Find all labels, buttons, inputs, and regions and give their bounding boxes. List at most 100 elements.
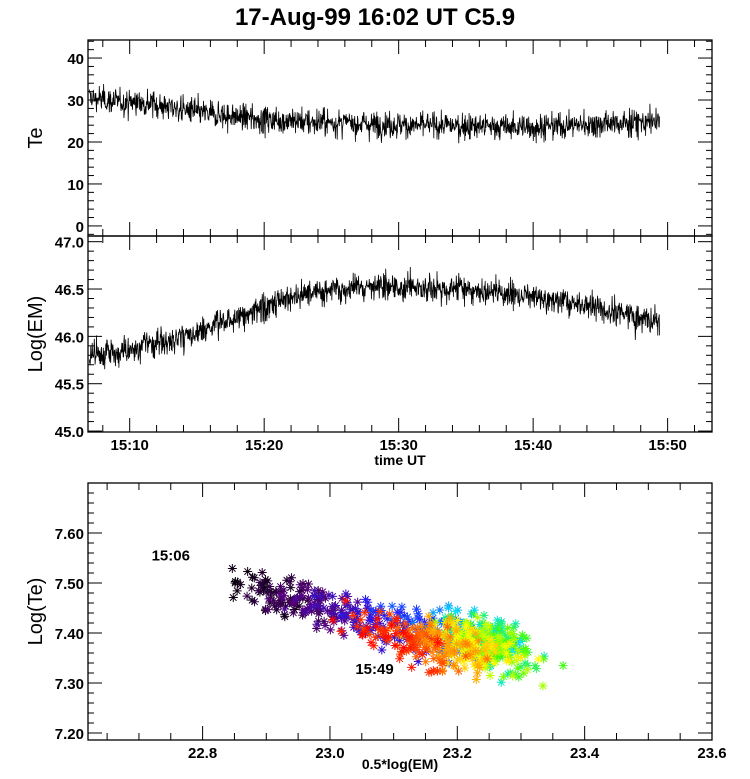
scatter-point [476, 629, 486, 639]
scatter-point [328, 591, 338, 601]
scatter-point [332, 613, 342, 623]
em-series-line [88, 266, 660, 370]
scatter-point [413, 623, 423, 633]
scatter-point [441, 626, 451, 636]
scatter-point [510, 635, 520, 645]
scatter-point [507, 638, 517, 648]
scatter-point [451, 606, 461, 616]
scatter-point [501, 649, 511, 659]
y-tick-label: 7.20 [55, 726, 84, 743]
scatter-point [304, 579, 314, 589]
scatter-point [382, 635, 392, 645]
scatter-point [511, 619, 521, 629]
scatter-point [413, 613, 423, 623]
te-series-line [88, 83, 660, 144]
scatter-point [314, 609, 324, 619]
scatter-point [348, 610, 358, 620]
scatter-point [429, 654, 439, 664]
scatter-point [456, 627, 466, 637]
scatter-point [516, 653, 526, 663]
y-tick-label: 0 [76, 219, 84, 236]
scatter-point [360, 608, 370, 618]
scatter-point [433, 643, 443, 653]
scatter-point [353, 597, 363, 607]
scatter-point [444, 625, 454, 635]
y-tick-label: 46.0 [55, 329, 84, 346]
scatter-point [416, 638, 426, 648]
scatter-point [261, 587, 271, 597]
scatter-point [496, 618, 506, 628]
scatter-point [371, 632, 381, 642]
x-tick-label: 15:50 [648, 437, 686, 454]
scatter-point [475, 619, 485, 629]
scatter-point [452, 623, 462, 633]
scatter-point [538, 681, 548, 691]
scatter-point [466, 619, 476, 629]
scatter-point [461, 644, 471, 654]
scatter-point [513, 645, 523, 655]
x-axis-label: time UT [374, 452, 426, 468]
scatter-point [485, 671, 495, 681]
scatter-point [451, 634, 461, 644]
scatter-point [442, 647, 452, 657]
scatter-point [423, 641, 433, 651]
scatter-point [356, 615, 366, 625]
scatter-point [309, 598, 319, 608]
scatter-point [376, 625, 386, 635]
scatter-point [391, 615, 401, 625]
scatter-point [308, 602, 318, 612]
scatter-point [505, 639, 515, 649]
scatter-point [386, 623, 396, 633]
scatter-point [484, 662, 494, 672]
scatter-point [473, 641, 483, 651]
scatter-point [423, 625, 433, 635]
scatter-point [263, 605, 273, 615]
scatter-point [313, 616, 323, 626]
scatter-point [481, 661, 491, 671]
scatter-point [279, 585, 289, 595]
scatter-point [519, 668, 529, 678]
scatter-point [320, 593, 330, 603]
scatter-point [428, 666, 438, 676]
scatter-point [279, 591, 289, 601]
scatter-point [468, 609, 478, 619]
scatter-point [425, 618, 435, 628]
scatter-point [242, 591, 252, 601]
scatter-point [387, 620, 397, 630]
scatter-point [508, 629, 518, 639]
scatter-point [503, 623, 513, 633]
scatter-point [424, 667, 434, 677]
scatter-point [472, 668, 482, 678]
scatter-point [275, 582, 285, 592]
scatter-point [411, 652, 421, 662]
scatter-point [404, 632, 414, 642]
scatter-point [433, 638, 443, 648]
scatter-point [517, 630, 527, 640]
scatter-point [480, 645, 490, 655]
x-tick-label: 23.2 [443, 745, 472, 762]
scatter-point [486, 642, 496, 652]
scatter-point [558, 661, 568, 671]
scatter-point [280, 604, 290, 614]
scatter-point [399, 643, 409, 653]
scatter-point [499, 672, 509, 682]
scatter-point [337, 610, 347, 620]
scatter-point [413, 627, 423, 637]
scatter-point [372, 614, 382, 624]
scatter-point [361, 626, 371, 636]
scatter-point [289, 598, 299, 608]
scatter-point [294, 601, 304, 611]
scatter-point [350, 617, 360, 627]
scatter-point [482, 649, 492, 659]
scatter-point [330, 600, 340, 610]
scatter-point [236, 580, 246, 590]
scatter-point [307, 606, 317, 616]
scatter-point [319, 616, 329, 626]
scatter-point [438, 658, 448, 668]
scatter-point [270, 601, 280, 611]
scatter-point [469, 605, 479, 615]
scatter-point [467, 624, 477, 634]
scatter-point [539, 654, 549, 664]
scatter-point [396, 612, 406, 622]
scatter-point [408, 639, 418, 649]
